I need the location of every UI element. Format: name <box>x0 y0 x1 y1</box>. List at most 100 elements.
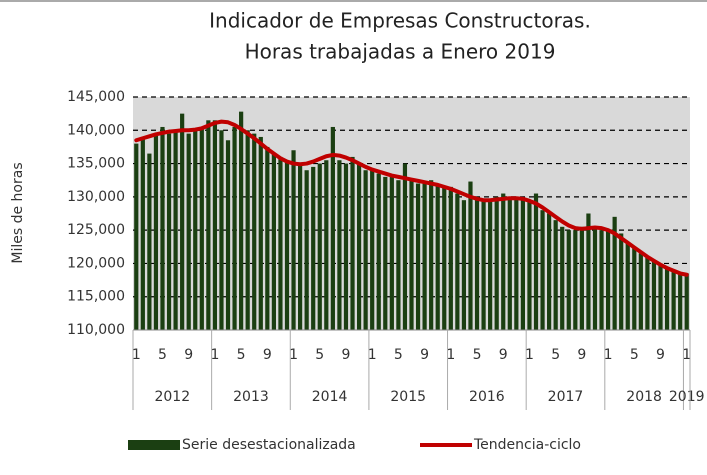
bar <box>553 220 558 330</box>
bar <box>350 156 355 330</box>
bar <box>298 163 303 330</box>
bar <box>311 166 316 330</box>
trend-line <box>134 119 689 277</box>
bar <box>579 226 584 330</box>
legend-label: Tendencia-ciclo <box>473 437 581 453</box>
y-axis-label: Miles de horas <box>10 162 26 263</box>
y-tick-label: 120,000 <box>67 255 125 271</box>
bar <box>370 170 375 330</box>
bar <box>415 183 421 330</box>
x-tick-label: 1 <box>132 347 141 363</box>
bar <box>212 120 218 330</box>
bar <box>258 136 263 330</box>
bar <box>592 226 598 330</box>
x-tick-label: 5 <box>630 347 639 363</box>
bar <box>245 130 250 330</box>
bar <box>442 186 447 330</box>
x-tick-label: 5 <box>315 347 324 363</box>
bar <box>586 213 591 330</box>
x-tick-label: 1 <box>604 347 613 363</box>
bar <box>599 230 604 330</box>
bar <box>153 133 159 330</box>
x-tick-label: 9 <box>263 347 272 363</box>
bar <box>651 260 657 330</box>
bar <box>605 230 611 330</box>
chart-subtitle: Horas trabajadas a Enero 2019 <box>245 40 556 64</box>
x-tick-label: 1 <box>525 347 534 363</box>
bar <box>402 163 408 330</box>
y-tick-label: 125,000 <box>67 222 125 238</box>
bar <box>573 230 578 330</box>
x-tick-label: 9 <box>499 347 508 363</box>
year-label: 2013 <box>233 389 269 405</box>
bar <box>317 163 322 330</box>
bar <box>383 176 388 330</box>
bar <box>291 150 296 330</box>
bar <box>271 153 276 330</box>
bar <box>658 263 663 330</box>
bar <box>376 173 381 330</box>
x-tick-label: 5 <box>473 347 482 363</box>
bar <box>448 186 453 330</box>
bar <box>324 160 329 330</box>
bar <box>461 200 467 330</box>
year-label: 2019 <box>669 389 705 405</box>
x-tick-label: 5 <box>394 347 403 363</box>
bar <box>389 176 394 330</box>
bar <box>501 193 506 330</box>
bar <box>206 120 211 330</box>
bar <box>494 196 499 330</box>
x-tick-label: 9 <box>577 347 586 363</box>
bar <box>612 216 617 330</box>
bar <box>330 126 335 330</box>
bar <box>533 193 539 330</box>
bar <box>488 200 493 330</box>
bar <box>664 266 670 330</box>
year-label: 2012 <box>154 389 190 405</box>
bar <box>356 163 362 330</box>
bar <box>540 210 545 330</box>
year-label: 2017 <box>548 389 584 405</box>
bar <box>678 273 683 330</box>
bar <box>363 170 368 330</box>
bar <box>140 136 145 330</box>
y-tick-label: 140,000 <box>67 122 125 138</box>
bar <box>625 243 630 330</box>
bar <box>507 196 512 330</box>
legend-swatch <box>128 440 180 450</box>
bar <box>560 226 565 330</box>
bar <box>343 163 349 330</box>
bar <box>684 273 689 330</box>
x-tick-label: 5 <box>551 347 560 363</box>
year-label: 2018 <box>626 389 662 405</box>
bar <box>645 256 650 330</box>
bar <box>186 133 191 330</box>
year-label: 2015 <box>390 389 426 405</box>
x-tick-label: 1 <box>210 347 219 363</box>
bar <box>265 146 270 330</box>
chart-title: Indicador de Empresas Constructoras. <box>209 9 591 33</box>
x-tick-label: 1 <box>682 347 691 363</box>
bar <box>252 133 257 330</box>
x-tick-label: 1 <box>446 347 455 363</box>
bar <box>619 233 624 330</box>
y-tick-label: 130,000 <box>67 189 125 205</box>
x-tick-label: 9 <box>420 347 429 363</box>
bar <box>284 160 290 330</box>
y-tick-label: 110,000 <box>67 322 125 338</box>
bar <box>474 196 480 330</box>
bar <box>481 200 486 330</box>
y-tick-label: 145,000 <box>67 89 125 105</box>
bar <box>304 170 309 330</box>
bar <box>232 126 237 330</box>
bar <box>180 113 185 331</box>
x-tick-label: 1 <box>289 347 298 363</box>
year-label: 2014 <box>312 389 348 405</box>
bar <box>239 111 244 330</box>
bar <box>173 131 178 330</box>
bar <box>632 246 637 330</box>
bar <box>468 181 473 330</box>
bar <box>193 130 198 330</box>
bar <box>278 156 283 330</box>
